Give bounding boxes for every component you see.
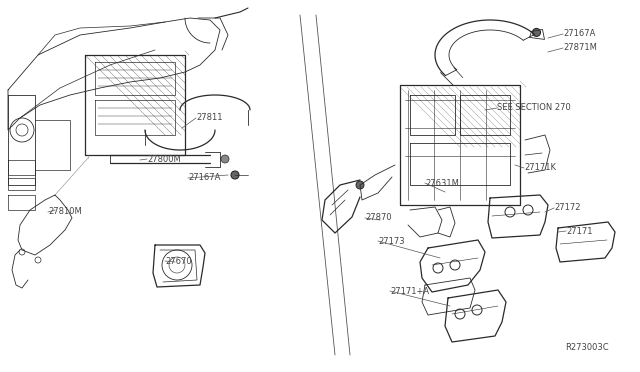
Text: SEE SECTION 270: SEE SECTION 270 bbox=[497, 103, 571, 112]
Text: 27811: 27811 bbox=[196, 113, 223, 122]
Text: 27172: 27172 bbox=[554, 203, 580, 212]
Text: 27171+A: 27171+A bbox=[390, 286, 429, 295]
Circle shape bbox=[221, 155, 229, 163]
Text: 27167A: 27167A bbox=[563, 29, 595, 38]
Text: R273003C: R273003C bbox=[565, 343, 609, 353]
Circle shape bbox=[532, 28, 541, 36]
Text: 27173: 27173 bbox=[378, 237, 404, 246]
Text: 27631M: 27631M bbox=[425, 179, 459, 187]
Text: 27171K: 27171K bbox=[524, 164, 556, 173]
Text: 27800M: 27800M bbox=[147, 154, 180, 164]
Text: 27167A: 27167A bbox=[188, 173, 220, 183]
Text: 27871M: 27871M bbox=[563, 44, 597, 52]
Circle shape bbox=[356, 181, 364, 189]
Text: 27670: 27670 bbox=[165, 257, 191, 266]
Text: 27810M: 27810M bbox=[48, 208, 82, 217]
Text: 27171: 27171 bbox=[566, 227, 593, 235]
Circle shape bbox=[231, 171, 239, 179]
Text: 27870: 27870 bbox=[365, 214, 392, 222]
